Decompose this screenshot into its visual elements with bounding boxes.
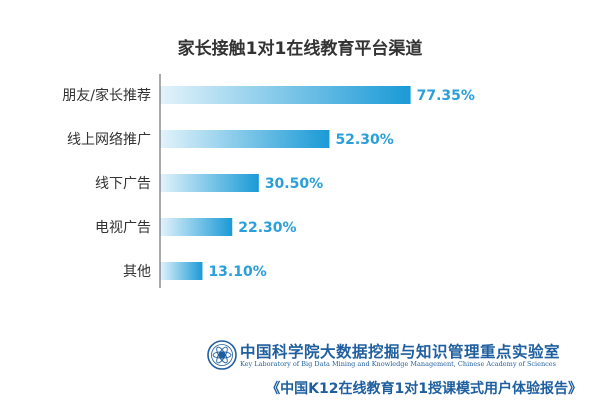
- footer: 中国科学院大数据挖掘与知识管理重点实验室 Key Laboratory of B…: [0, 336, 600, 410]
- cas-emblem-icon: [207, 340, 237, 370]
- report-title: 《中国K12在线教育1对1授课模式用户体验报告》: [266, 381, 582, 397]
- bar: [160, 262, 203, 280]
- value-label: 30.50%: [265, 176, 323, 192]
- value-label: 22.30%: [238, 220, 296, 236]
- bar: [160, 174, 259, 192]
- value-label: 13.10%: [208, 264, 266, 280]
- category-label: 其他: [123, 264, 151, 280]
- institution-name: 中国科学院大数据挖掘与知识管理重点实验室: [240, 342, 561, 361]
- category-label: 线上网络推广: [67, 132, 151, 148]
- category-label: 线下广告: [95, 176, 151, 192]
- value-label: 77.35%: [417, 88, 475, 104]
- value-label: 52.30%: [335, 132, 393, 148]
- bar: [160, 86, 411, 104]
- bar: [160, 218, 233, 236]
- institution-name-en: Key Laboratory of Big Data Mining and Kn…: [240, 360, 556, 368]
- category-label: 朋友/家长推荐: [62, 87, 151, 104]
- category-label: 电视广告: [95, 220, 151, 236]
- bar: [160, 130, 330, 148]
- bar-chart: 朋友/家长推荐 77.35% 线上网络推广 52.30% 线下广告 30.50% 电视广告 2…: [62, 74, 475, 288]
- chart-title: 家长接触1对1在线教育平台渠道: [177, 39, 423, 59]
